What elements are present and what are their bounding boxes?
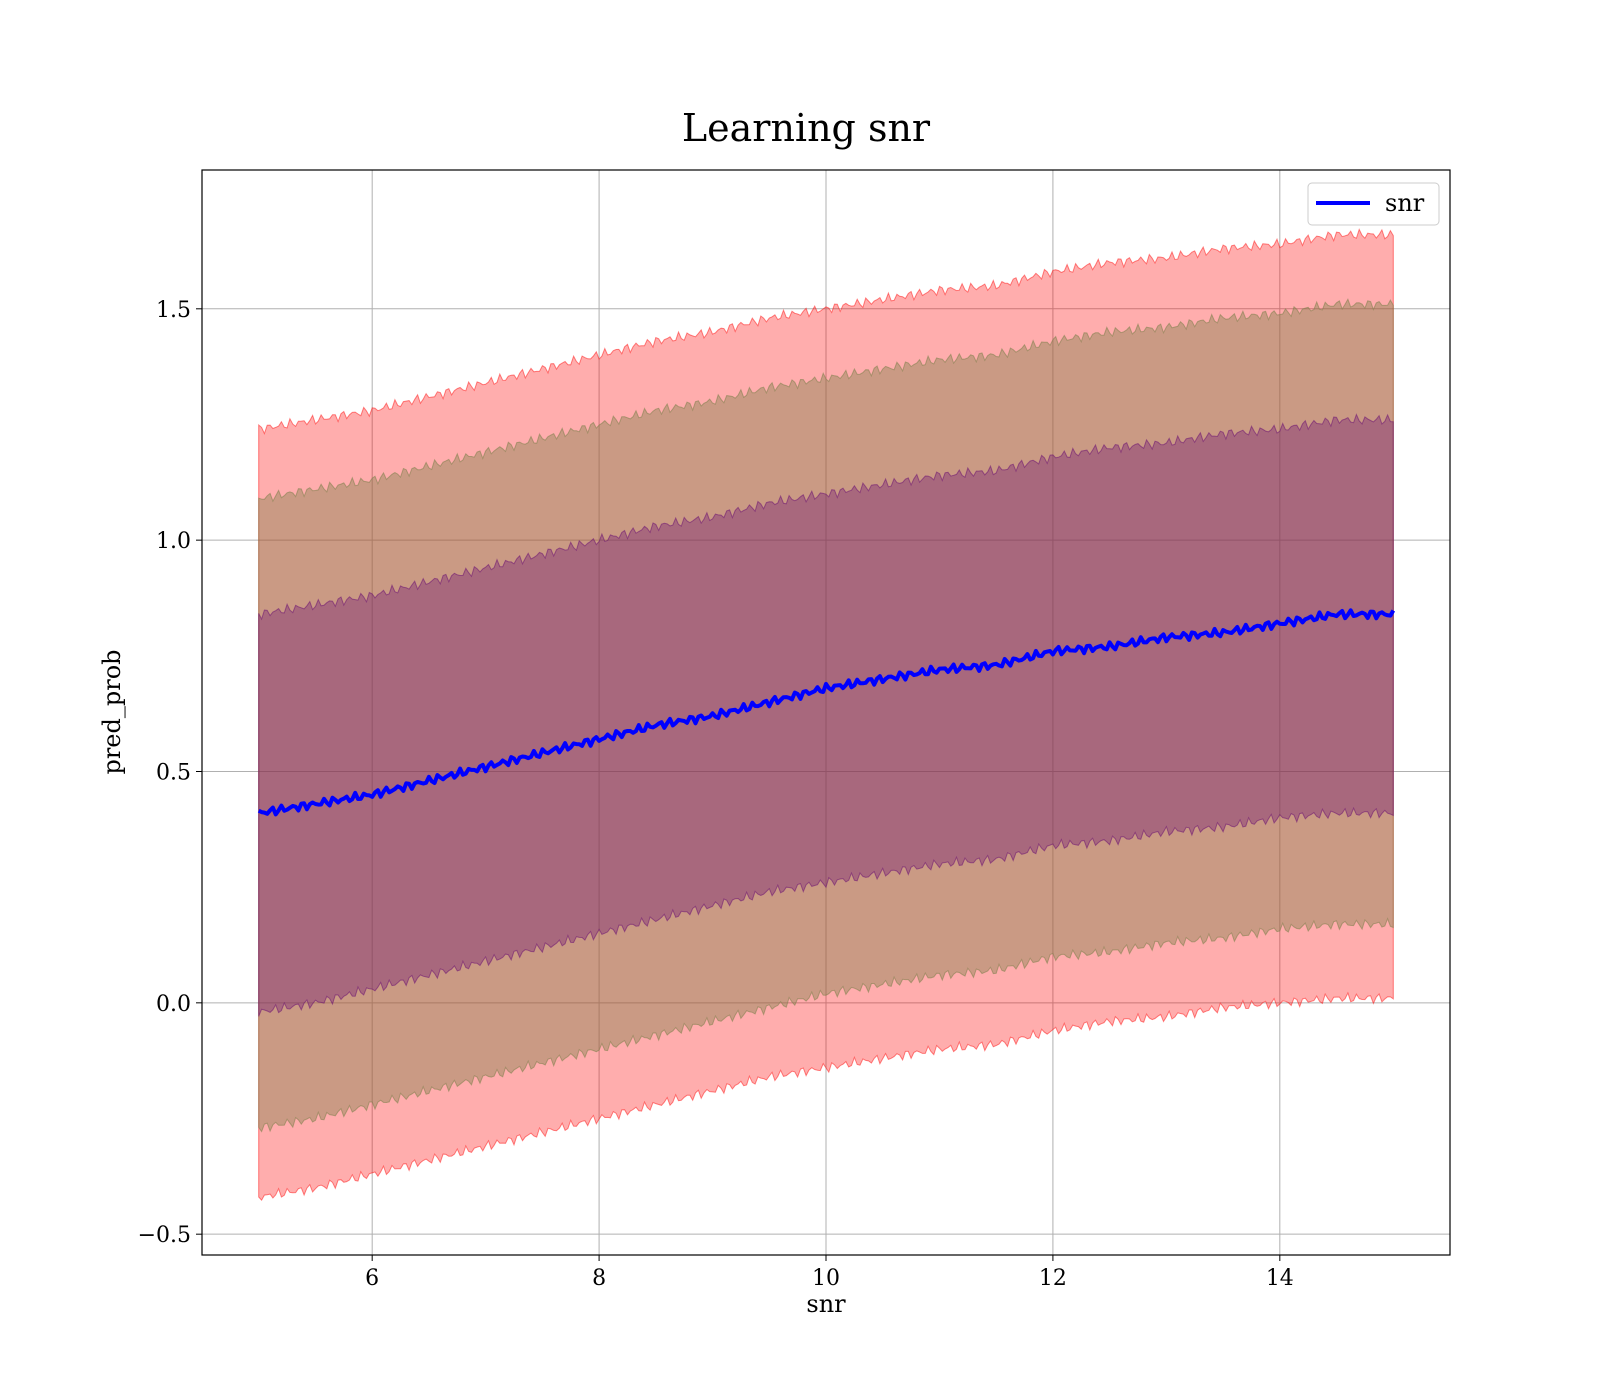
x-axis-label: snr [806, 1290, 846, 1318]
y-axis-label: pred_prob [98, 649, 126, 774]
confidence-bands [258, 228, 1394, 1202]
confidence-band [258, 298, 1394, 1133]
y-axis-ticks: −0.5 0.0 0.5 1.0 1.5 [138, 298, 202, 1248]
series-line-snr [257, 608, 1396, 817]
y-tick-label: 0.0 [156, 992, 191, 1017]
x-tick-label: 14 [1266, 1266, 1294, 1291]
x-tick-label: 12 [1039, 1266, 1067, 1291]
legend: snr [1307, 182, 1440, 226]
y-tick-label: 1.5 [156, 298, 191, 323]
confidence-band [258, 413, 1394, 1017]
x-axis-ticks: 6 8 10 12 14 [365, 1255, 1294, 1291]
x-tick-label: 10 [812, 1266, 840, 1291]
legend-label: snr [1385, 189, 1425, 217]
y-tick-label: 1.0 [156, 529, 191, 554]
x-tick-label: 8 [592, 1266, 606, 1291]
confidence-band [258, 228, 1394, 1202]
x-tick-label: 6 [365, 1266, 379, 1291]
chart-title: Learning snr [682, 106, 931, 150]
series-lines [257, 608, 1396, 817]
grid [202, 170, 1450, 1255]
y-tick-label: 0.5 [156, 760, 191, 785]
y-tick-label: −0.5 [138, 1223, 191, 1248]
legend-box [1307, 182, 1440, 226]
